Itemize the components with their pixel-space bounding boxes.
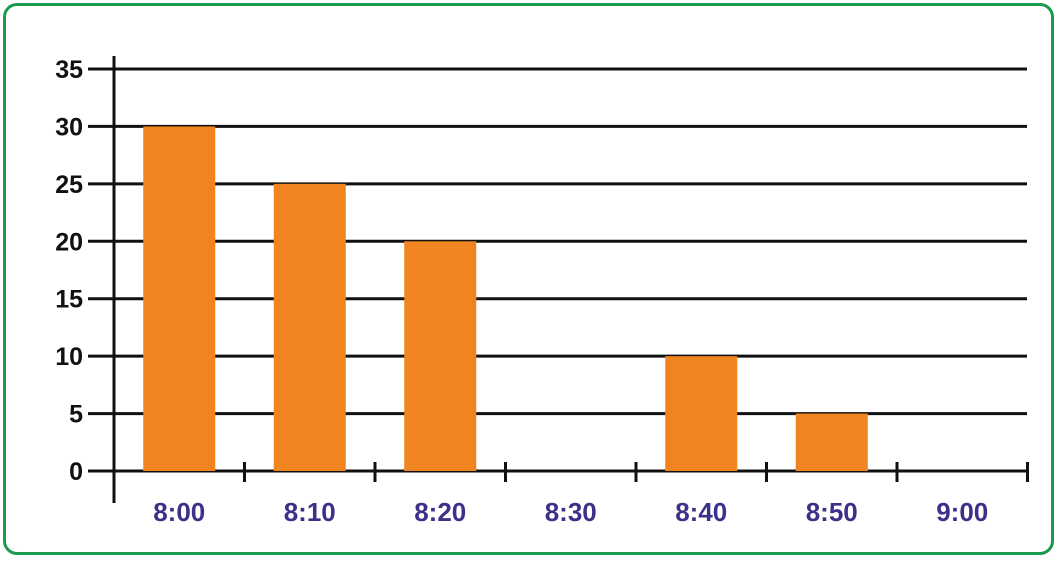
x-tick-label: 9:00 xyxy=(936,497,988,527)
x-tick-label: 8:30 xyxy=(545,497,597,527)
y-tick-label: 35 xyxy=(55,56,83,84)
x-tick-label: 8:10 xyxy=(284,497,336,527)
bar xyxy=(404,241,477,471)
y-tick-label: 25 xyxy=(55,171,83,199)
x-tick-label: 8:40 xyxy=(675,497,727,527)
y-tick-labels: 0 5 10 15 20 25 30 35 xyxy=(55,56,83,486)
x-tick-labels: 8:00 8:10 8:20 8:30 8:40 8:50 9:00 xyxy=(153,497,988,527)
y-tick-label: 0 xyxy=(69,458,83,486)
y-tick-label: 5 xyxy=(69,401,83,429)
y-tick-label: 30 xyxy=(55,113,83,141)
x-tick-label: 8:50 xyxy=(806,497,858,527)
bar xyxy=(143,126,216,471)
bar xyxy=(795,413,868,471)
bars xyxy=(143,126,868,471)
x-tick-label: 8:00 xyxy=(153,497,205,527)
bar xyxy=(665,356,738,471)
axes xyxy=(112,56,1029,503)
y-tick-label: 20 xyxy=(55,228,83,256)
y-tick-label: 15 xyxy=(55,286,83,314)
bar xyxy=(273,183,346,471)
x-tick-label: 8:20 xyxy=(414,497,466,527)
gridlines xyxy=(88,67,1027,473)
y-tick-label: 10 xyxy=(55,343,83,371)
